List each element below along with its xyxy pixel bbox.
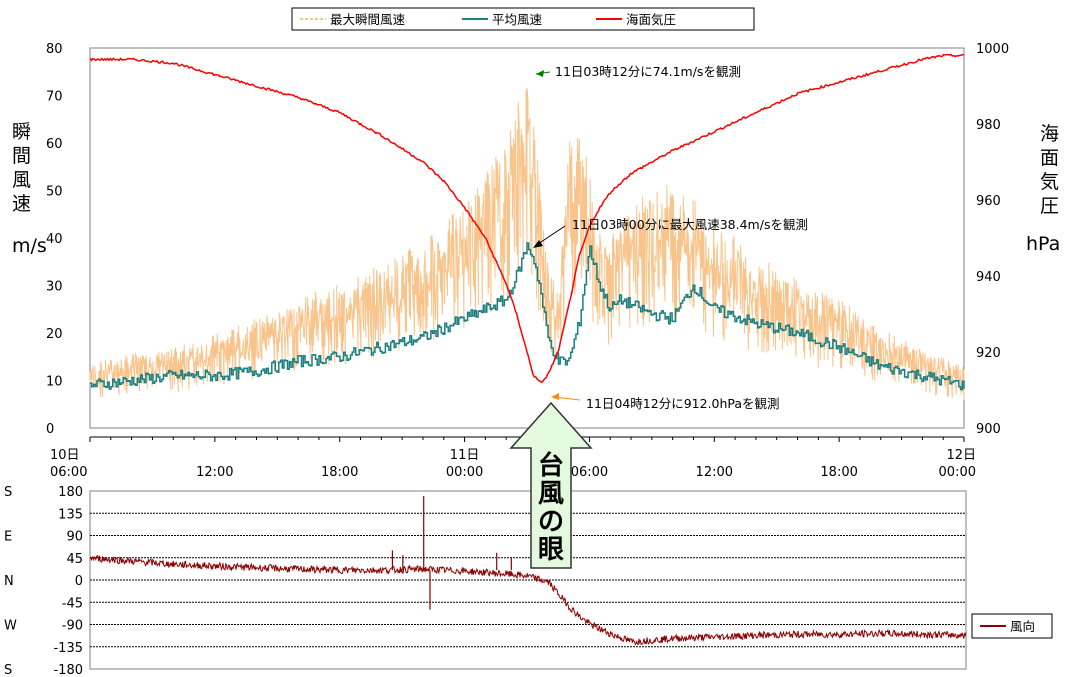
legend-gust-label: 最大瞬間風速 [330,12,406,27]
annotations: 11日03時12分に74.1m/sを観測 11日03時00分に最大風速38.4m… [533,64,808,411]
left-axis-char-3: 風 [12,169,31,191]
right-axis-char-3: 気 [1040,171,1059,193]
x-tick-day-label: 12日 [946,448,976,463]
x-tick-time-label: 18:00 [321,465,358,480]
y-right-tick-label: 1000 [976,42,1009,57]
series-direction [89,554,967,646]
left-axis-char-4: 速 [12,193,31,215]
x-tick-time-label: 12:00 [696,465,733,480]
legend-direction-label: 風向 [1010,619,1035,634]
left-axis-unit: m/s [12,235,47,257]
y-right-tick-label: 920 [976,346,1001,361]
y-left-tick-label: 60 [46,137,63,152]
lower-series [89,495,967,646]
y-left-tick-label: 80 [46,42,63,57]
annotation-min-pressure: 11日04時12分に912.0hPaを観測 [586,396,780,411]
lower-axes: S 180 135 E 90 45 N 0 -45 W -90 -135 S -180 [4,485,966,677]
y-right-tick-label: 960 [976,194,1001,209]
y-left-tick-label: 0 [46,422,54,437]
eye-char-1: 台 [538,450,564,481]
direction-tick-label: -135 [53,641,83,656]
wind-direction-legend: 風向 [971,613,1053,639]
y-left-tick-label: 50 [46,185,63,200]
right-axis-title: 海 面 気 圧 hPa [1026,123,1060,255]
x-tick-time-label: 06:00 [50,465,87,480]
y-right-tick-label: 940 [976,270,1001,285]
legend-mean-label: 平均風速 [492,12,543,27]
series-mean [90,242,965,391]
eye-char-3: の [538,507,564,537]
direction-tick-label: 135 [58,507,83,522]
right-axis-char-1: 海 [1040,123,1059,145]
y-left-tick-label: 10 [46,375,63,390]
right-axis-char-4: 圧 [1040,195,1059,217]
direction-tick-label: -180 [53,663,83,677]
y-right-tick-label: 900 [976,422,1001,437]
y-left-tick-label: 20 [46,327,63,342]
x-tick-time-label: 12:00 [196,465,233,480]
y-left-tick-label: 40 [46,232,63,247]
x-tick-time-label: 00:00 [939,465,976,480]
direction-letter-label: S [4,485,12,500]
top-legend: 最大瞬間風速 平均風速 海面気圧 [291,7,755,31]
direction-tick-label: 45 [66,552,83,567]
direction-tick-label: 90 [66,530,83,545]
direction-letter-label: E [4,530,12,545]
direction-tick-label: -45 [62,596,83,611]
legend-pressure-label: 海面気圧 [626,12,676,27]
x-tick-time-label: 06:00 [571,465,608,480]
upper-axes: 0 10 20 30 40 50 60 70 80 900 920 940 960 980 1000 10日 0… [46,42,1009,480]
upper-plot-frame [89,47,965,429]
annotation-max-mean: 11日03時00分に最大風速38.4m/sを観測 [572,217,808,232]
annotation-max-gust: 11日03時12分に74.1m/sを観測 [555,64,741,79]
right-axis-unit: hPa [1026,233,1060,255]
eye-char-4: 眼 [538,535,564,565]
y-right-tick-label: 980 [976,118,1001,133]
x-tick-day-label: 11日 [450,448,480,463]
left-axis-char-2: 間 [12,145,31,167]
upper-series [89,53,965,400]
series-gust [89,88,965,400]
y-left-tick-label: 30 [46,280,63,295]
direction-letter-label: S [4,663,12,677]
left-axis-char-1: 瞬 [12,121,31,143]
direction-letter-label: W [4,619,17,634]
direction-tick-label: 180 [58,485,83,500]
eye-char-2: 風 [538,479,564,509]
y-left-tick-label: 70 [46,90,63,105]
series-pressure [89,53,965,384]
left-axis-title: 瞬 間 風 速 m/s [12,121,47,257]
direction-tick-label: -90 [62,619,83,634]
x-tick-time-label: 18:00 [820,465,857,480]
x-tick-time-label: 00:00 [446,465,483,480]
right-axis-char-2: 面 [1040,147,1059,169]
typhoon-eye-callout: 台 風 の 眼 [509,401,593,569]
x-tick-day-label: 10日 [50,448,80,463]
direction-letter-label: N [4,574,14,589]
direction-tick-label: 0 [75,574,83,589]
